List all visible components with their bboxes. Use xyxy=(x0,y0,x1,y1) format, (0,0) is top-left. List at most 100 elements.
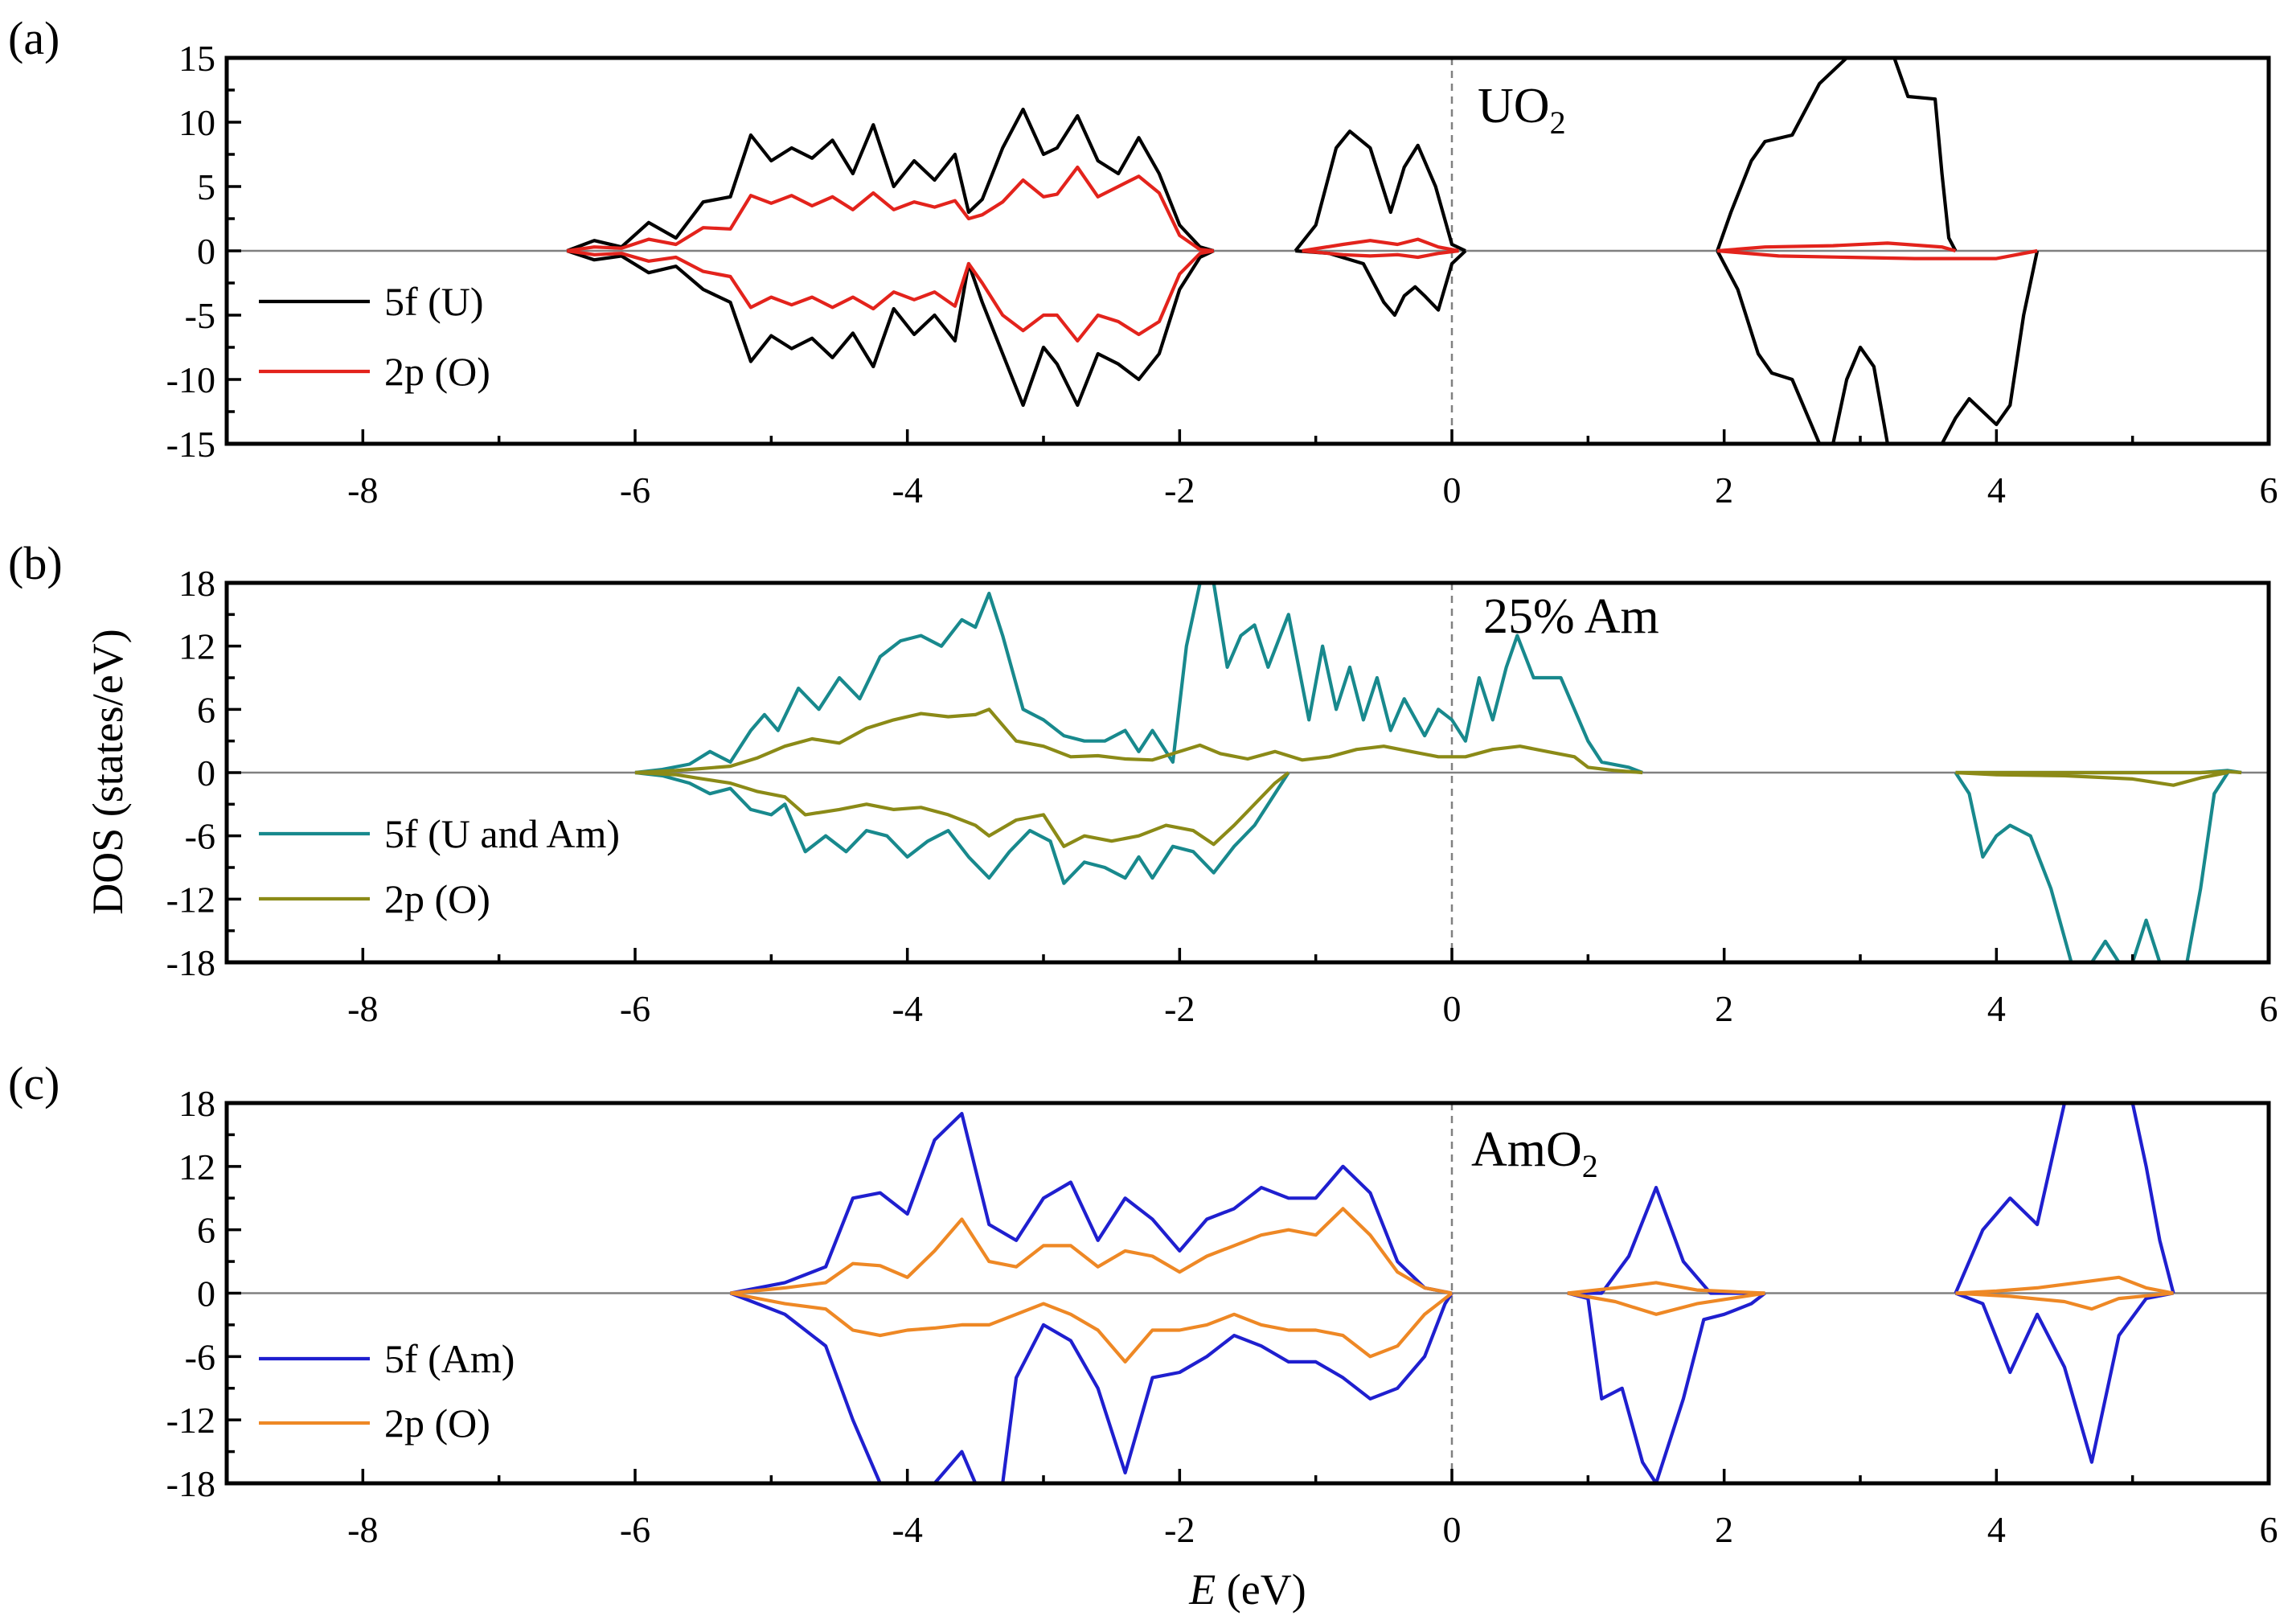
y-tick-label: -12 xyxy=(166,1400,215,1441)
y-tick-label: 5 xyxy=(197,166,215,207)
legend-label-1: 5f (U) xyxy=(384,279,484,324)
x-tick-label: 4 xyxy=(1987,470,2006,511)
series-1-up2-curve xyxy=(1567,1186,1765,1295)
x-axis-title-symbol: E xyxy=(1188,1565,1216,1614)
x-tick-label: 6 xyxy=(2260,988,2278,1029)
series-1-up-curve xyxy=(634,583,1643,775)
series-1-down3-curve xyxy=(1954,1291,2174,1464)
y-tick-label: 15 xyxy=(178,38,215,79)
x-tick-label: 6 xyxy=(2260,470,2278,511)
y-tick-label: -12 xyxy=(166,879,215,920)
series-1-up-curve xyxy=(730,1112,1453,1295)
y-tick-label: 12 xyxy=(178,1146,215,1187)
y-tick-label: 0 xyxy=(197,231,215,272)
y-tick-label: -6 xyxy=(185,1336,215,1377)
panel-label: (b) xyxy=(8,537,63,589)
series-2-up-curve xyxy=(730,1207,1453,1295)
x-axis-title: E (eV) xyxy=(1188,1565,1306,1614)
legend-label-2: 2p (O) xyxy=(384,1400,490,1446)
y-tick-label: -18 xyxy=(166,1463,215,1504)
legend-label-2: 2p (O) xyxy=(384,349,490,394)
series-1-down2-curve xyxy=(1567,1291,1766,1483)
panel-title-main: AmO xyxy=(1471,1122,1582,1177)
x-tick-label: 6 xyxy=(2260,1509,2278,1550)
x-tick-label: -6 xyxy=(620,470,650,511)
series-1-down-curve xyxy=(566,249,1215,408)
y-tick-label: -15 xyxy=(166,424,215,465)
series-1-down-curve xyxy=(729,1291,1454,1483)
y-tick-label: 12 xyxy=(178,626,215,667)
x-tick-label: -4 xyxy=(892,988,923,1029)
x-tick-label: -2 xyxy=(1164,470,1195,511)
panel-title-main: UO xyxy=(1478,79,1550,133)
series-1-down3-curve xyxy=(1716,250,2040,444)
x-tick-label: -6 xyxy=(620,988,650,1029)
y-tick-label: -10 xyxy=(166,359,215,400)
x-tick-label: -2 xyxy=(1164,988,1195,1029)
y-tick-label: 10 xyxy=(178,102,215,143)
x-tick-label: -8 xyxy=(347,470,378,511)
series-1-down-curve xyxy=(634,770,1290,885)
plot-area xyxy=(566,58,2040,444)
x-tick-label: -4 xyxy=(892,1509,923,1550)
series-2-down3-curve xyxy=(1717,248,2038,260)
series-1-up2-curve xyxy=(1294,129,1466,252)
x-tick-label: 4 xyxy=(1987,1509,2006,1550)
plot-area xyxy=(729,1103,2175,1483)
x-tick-label: -6 xyxy=(620,1509,650,1550)
x-tick-label: 2 xyxy=(1715,988,1733,1029)
panel-title: 25% Am xyxy=(1483,589,1659,644)
series-2-up3-curve xyxy=(1955,1275,2174,1295)
series-2-down3-curve xyxy=(1955,770,2228,787)
y-axis-title: DOS (states/eV) xyxy=(84,629,132,914)
x-tick-label: 0 xyxy=(1443,1509,1462,1550)
x-tick-label: 2 xyxy=(1715,1509,1733,1550)
x-tick-label: 0 xyxy=(1443,988,1462,1029)
panel-title-subscript: 2 xyxy=(1550,105,1566,141)
y-tick-label: 6 xyxy=(197,689,215,730)
series-1-down3-curve xyxy=(1954,771,2229,962)
x-tick-label: 2 xyxy=(1715,470,1733,511)
legend-label-2: 2p (O) xyxy=(384,876,490,921)
series-2-up-curve xyxy=(567,165,1214,253)
series-2-down-curve xyxy=(567,248,1215,343)
series-2-down2-curve xyxy=(1567,1291,1765,1316)
series-2-up3-curve xyxy=(1955,769,2242,775)
y-tick-label: -18 xyxy=(166,942,215,983)
y-tick-label: 0 xyxy=(197,753,215,794)
series-2-up-curve xyxy=(634,707,1643,775)
series-2-up3-curve xyxy=(1717,241,1957,253)
series-1-down2-curve xyxy=(1295,248,1467,318)
y-tick-label: -5 xyxy=(185,295,215,336)
y-tick-label: 6 xyxy=(197,1210,215,1251)
x-tick-label: 4 xyxy=(1987,988,2006,1029)
panel-label: (a) xyxy=(8,12,59,64)
y-tick-label: -6 xyxy=(185,816,215,857)
x-tick-label: -2 xyxy=(1164,1509,1195,1550)
series-2-down-curve xyxy=(634,770,1290,848)
x-tick-label: -8 xyxy=(347,988,378,1029)
series-2-down3-curve xyxy=(1955,1291,2174,1311)
plot-area xyxy=(634,583,2242,962)
panel-2: -8 -6 -4 -2 0 2 4 6 18 12 6 0 -6 -12 -18 (b) 25% Am 5f (U… xyxy=(8,537,2278,1029)
panel-title: AmO2 xyxy=(1471,1122,1598,1184)
series-1-up-curve xyxy=(566,107,1215,253)
x-tick-label: 0 xyxy=(1443,470,1462,511)
x-axis-title-unit: (eV) xyxy=(1216,1565,1306,1614)
series-2-up2-curve xyxy=(1567,1281,1765,1295)
series-2-down-curve xyxy=(730,1291,1454,1364)
panel-title: UO2 xyxy=(1478,79,1566,141)
panel-title-subscript: 2 xyxy=(1582,1148,1598,1184)
series-1-up3-curve xyxy=(1954,1103,2175,1294)
legend-label-1: 5f (U and Am) xyxy=(384,811,620,856)
y-tick-label: 18 xyxy=(178,563,215,604)
legend-label-1: 5f (Am) xyxy=(384,1336,515,1381)
y-tick-label: 18 xyxy=(178,1083,215,1124)
series-2-down2-curve xyxy=(1302,248,1459,260)
series-2-up2-curve xyxy=(1302,237,1459,253)
y-tick-label: 0 xyxy=(197,1273,215,1314)
panel-label: (c) xyxy=(8,1057,59,1109)
